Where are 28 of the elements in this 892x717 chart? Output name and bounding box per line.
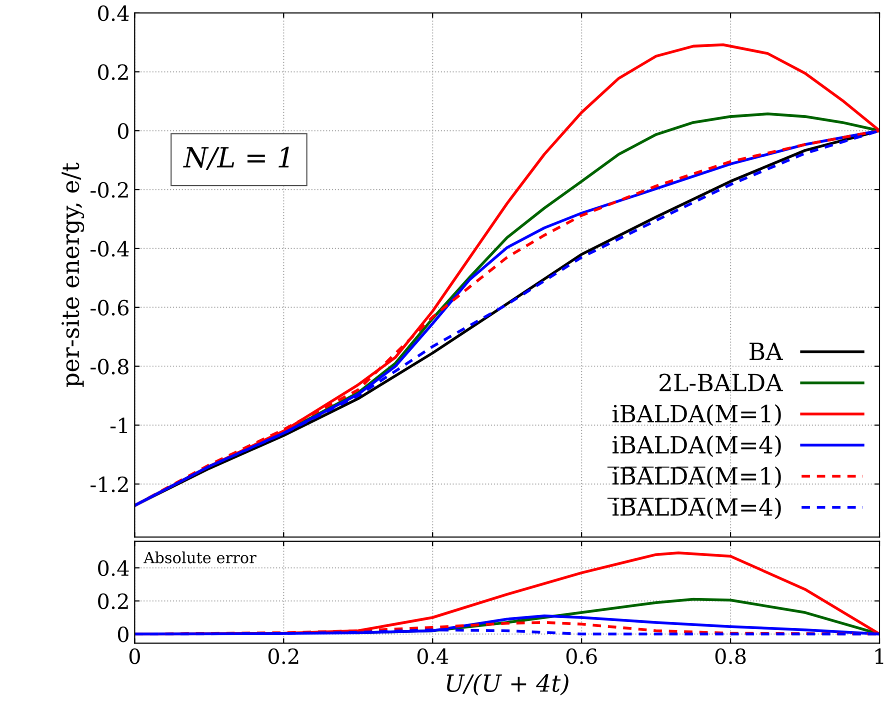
legend-label: i̅B̅A̅L̅D̅A̅(M=1) [607, 466, 781, 488]
legend-label: i̅B̅A̅L̅D̅A̅(M=4) [607, 498, 781, 520]
annotation: Absolute error [144, 552, 256, 564]
x-tick-label: 0.4 [417, 648, 448, 664]
x-tick-label: 0.8 [715, 648, 746, 664]
y-tick-label: 0 [118, 626, 128, 642]
annotation: N/L = 1 [183, 146, 289, 170]
x-axis-title: U/(U + 4t) [446, 674, 568, 696]
legend-label: iBALDA(M=1) [612, 404, 781, 426]
y-tick-label: -1 [110, 418, 127, 434]
y-tick-label: 0.4 [98, 560, 129, 576]
x-tick-label: 0 [129, 648, 140, 664]
y-tick-label: -0.6 [90, 300, 129, 316]
x-tick-label: 0.2 [268, 648, 298, 664]
y-tick-label: 0.4 [98, 5, 129, 22]
legend-label: 2L-BALDA [660, 374, 783, 392]
y-tick-label: -0.8 [90, 358, 128, 374]
y-tick-label: 0 [118, 123, 128, 139]
y-tick-label: -0.4 [90, 240, 129, 257]
y-tick-label: -1.2 [90, 476, 128, 492]
y-tick-label: 0.2 [98, 64, 128, 80]
y-tick-label: -0.2 [90, 182, 128, 198]
y-tick-label: 0.2 [98, 593, 128, 610]
y-axis-title: per-site energy, e/t [61, 162, 84, 387]
x-tick-label: 1 [875, 648, 884, 664]
legend-label: BA [750, 342, 783, 360]
x-tick-label: 0.6 [566, 648, 597, 664]
legend-label: iBALDA(M=4) [612, 435, 781, 458]
